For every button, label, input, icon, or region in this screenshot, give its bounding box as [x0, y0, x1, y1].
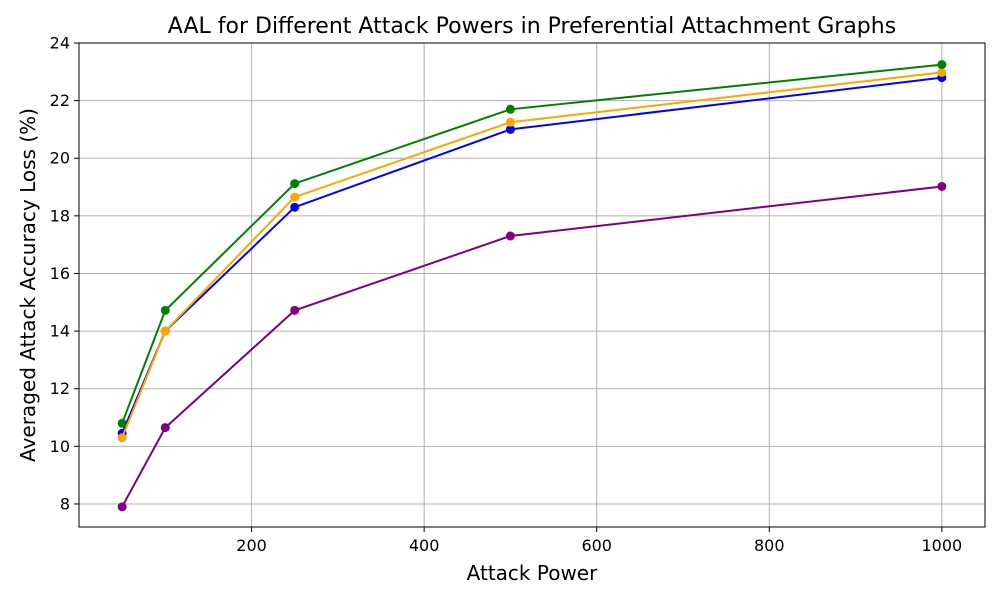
- x-tick-label: 200: [236, 536, 267, 555]
- y-tick-label: 10: [50, 437, 70, 456]
- x-tick-label: 1000: [921, 536, 962, 555]
- series-line: [121, 76, 943, 434]
- chart-title: AAL for Different Attack Powers in Prefe…: [168, 14, 896, 39]
- y-tick-label: 20: [50, 149, 70, 168]
- data-point: [160, 305, 170, 315]
- data-point: [937, 181, 947, 191]
- y-tick-label: 12: [50, 379, 70, 398]
- data-point: [117, 433, 127, 443]
- plot-frame: [78, 42, 986, 528]
- series-4: [117, 181, 947, 512]
- data-point: [937, 67, 947, 77]
- data-point: [290, 202, 300, 212]
- series-2: [117, 67, 947, 443]
- series-1: [117, 73, 947, 438]
- y-tick-label: 24: [50, 34, 70, 53]
- series-3: [117, 60, 947, 428]
- data-point: [505, 104, 515, 114]
- data-point: [937, 60, 947, 70]
- y-tick-label: 18: [50, 206, 70, 225]
- series-layer: [117, 60, 947, 512]
- series-line: [121, 185, 943, 508]
- series-line: [121, 63, 943, 424]
- y-tick-label: 14: [50, 322, 70, 341]
- data-point: [160, 423, 170, 433]
- data-point: [117, 418, 127, 428]
- data-point: [505, 117, 515, 127]
- data-point: [505, 124, 515, 134]
- data-point: [117, 502, 127, 512]
- data-point: [160, 326, 170, 336]
- data-point: [290, 179, 300, 189]
- y-tick-label: 22: [50, 91, 70, 110]
- grid: [79, 42, 985, 527]
- data-point: [505, 231, 515, 241]
- y-axis-ticks: 8 10 12 14 16 18 20 22 24: [50, 34, 79, 513]
- x-axis-label: Attack Power: [467, 561, 598, 585]
- x-tick-label: 600: [581, 536, 612, 555]
- y-tick-label: 8: [60, 494, 70, 513]
- y-tick-label: 16: [50, 264, 70, 283]
- y-axis-label: Averaged Attack Accuracy Loss (%): [16, 108, 40, 462]
- data-point: [290, 192, 300, 202]
- x-axis-ticks: 200 400 600 800 1000: [236, 527, 962, 555]
- x-tick-label: 800: [754, 536, 785, 555]
- x-tick-label: 400: [409, 536, 440, 555]
- data-point: [290, 305, 300, 315]
